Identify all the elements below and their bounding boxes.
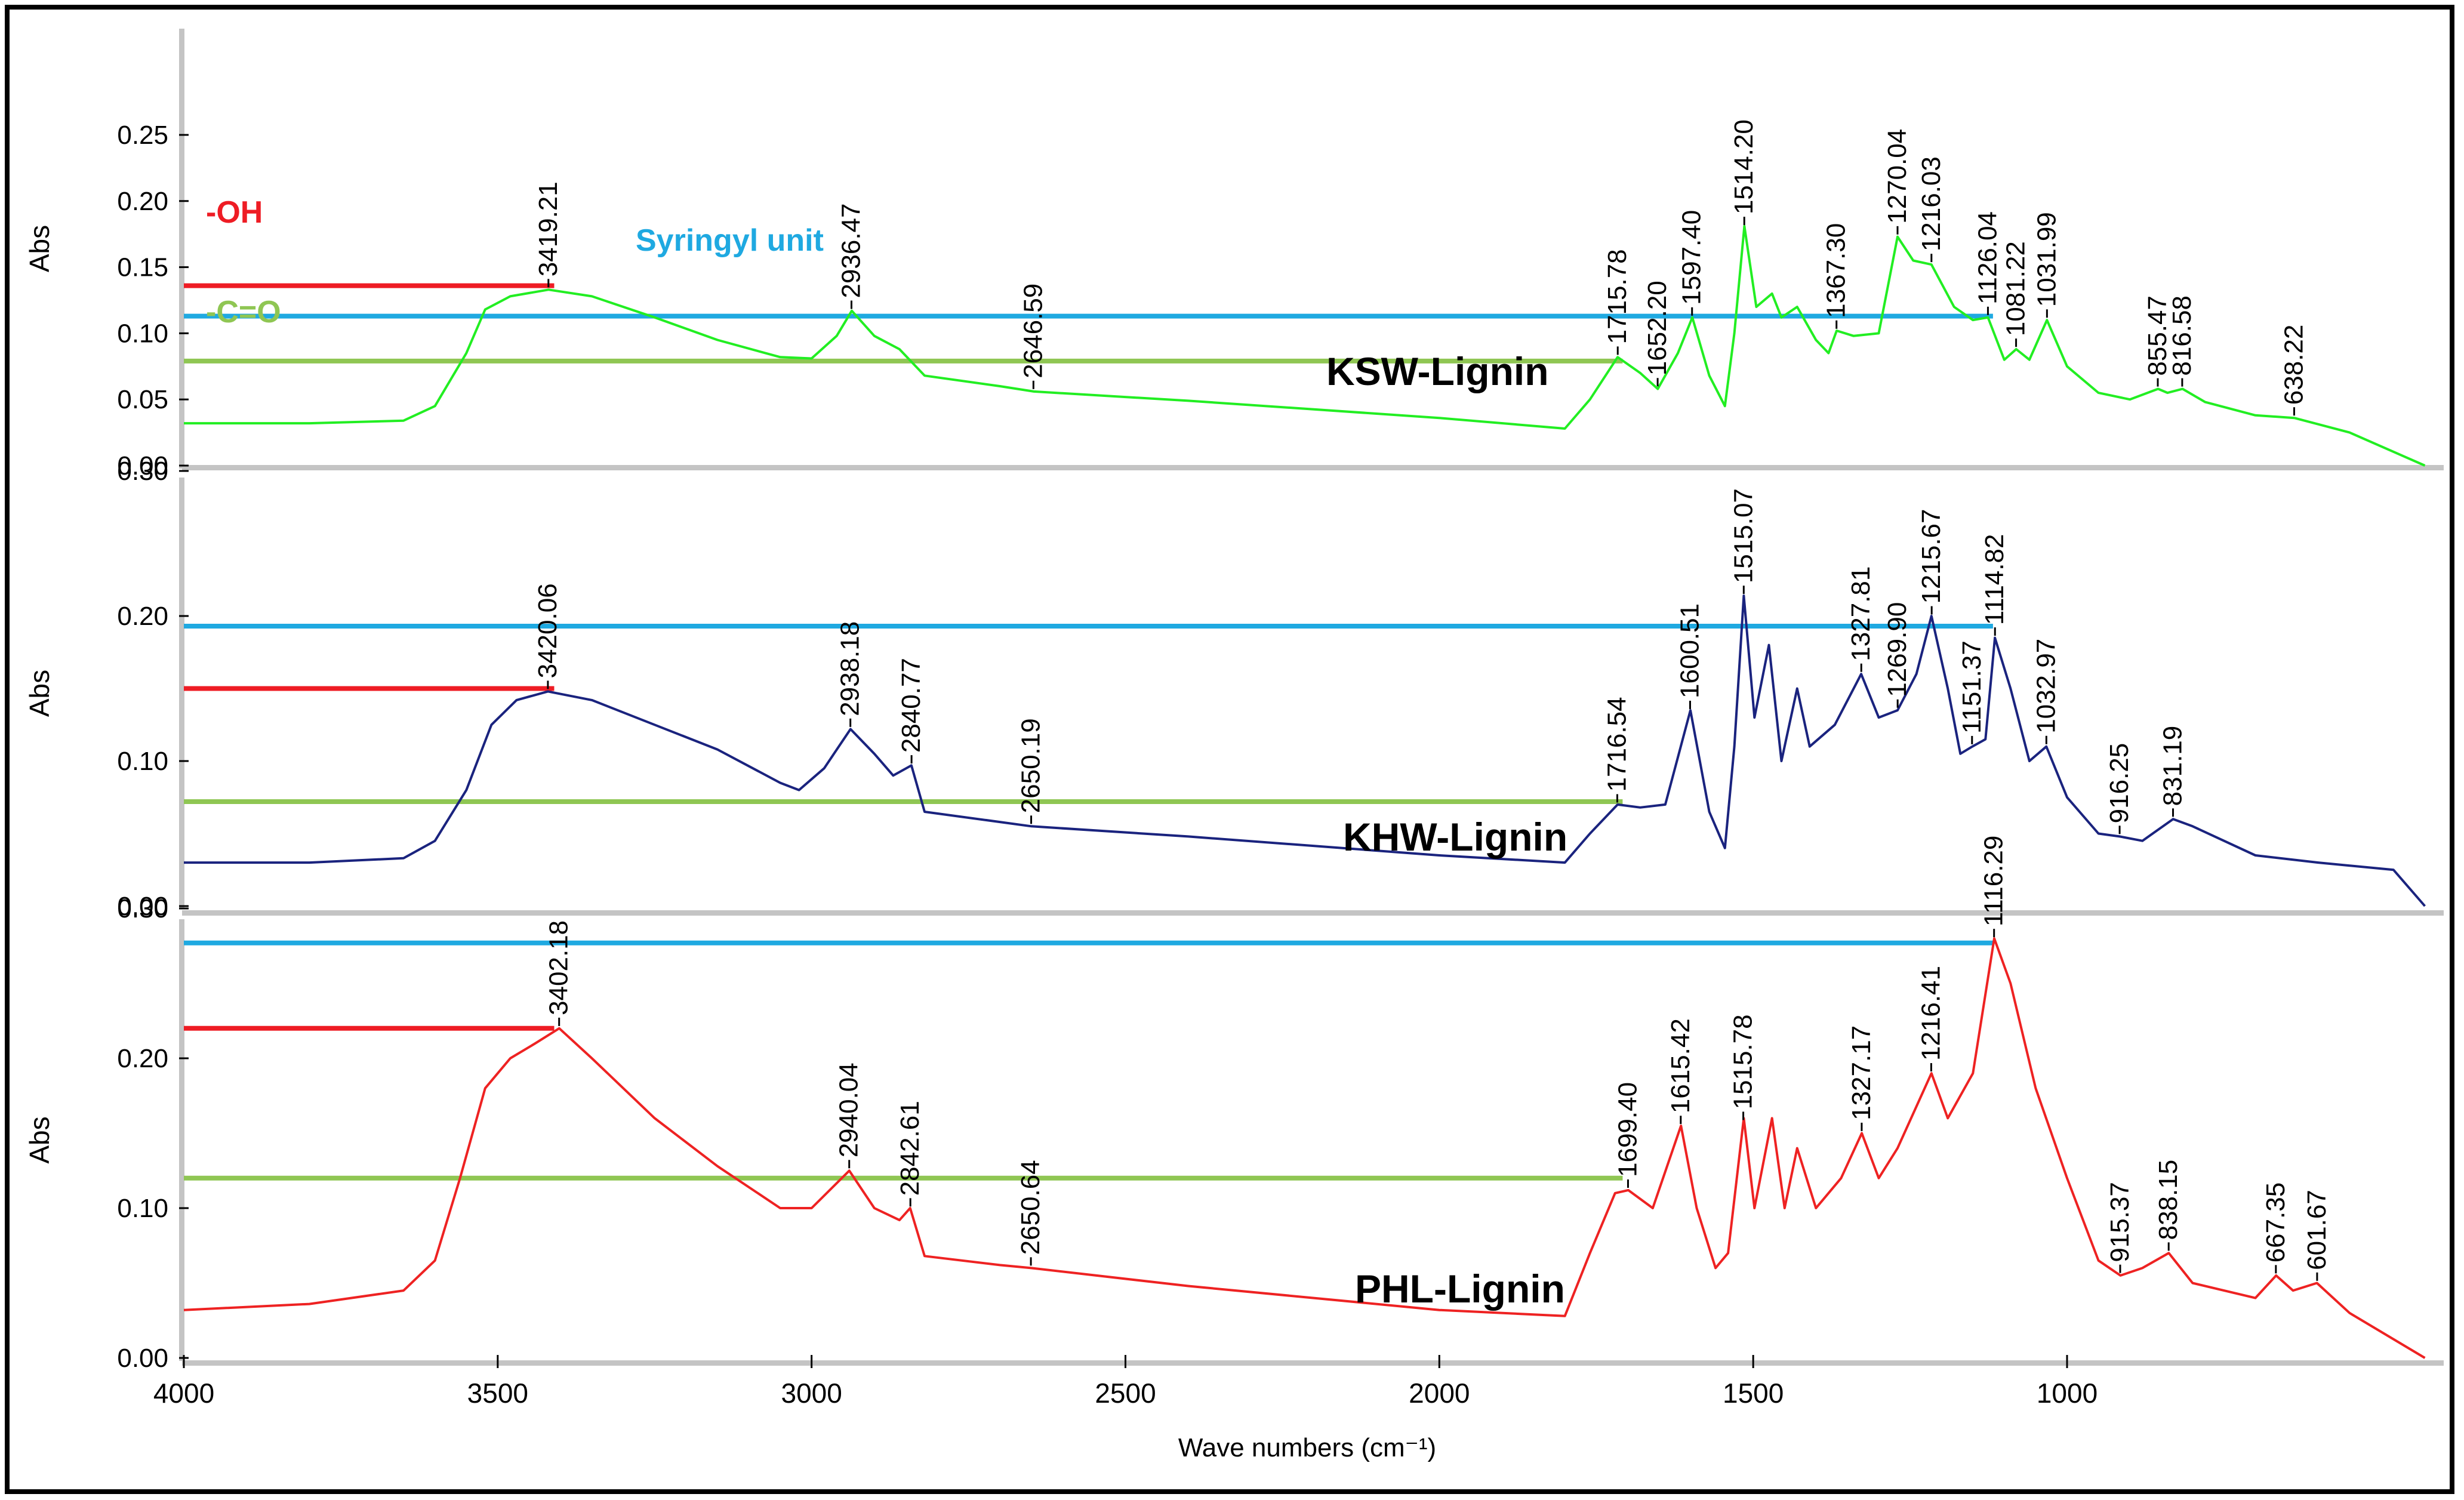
oh-label: -OH xyxy=(206,195,263,230)
peak-label: 1081.22 xyxy=(2001,241,2031,336)
y-tick-label: 0.00 xyxy=(117,892,168,921)
peak-label: 1597.40 xyxy=(1677,210,1707,305)
peak-label: 1327.81 xyxy=(1846,566,1875,661)
y-tick-label: 0.30 xyxy=(117,894,168,923)
peak-label: 1216.03 xyxy=(1917,156,1946,251)
y-tick-label: 0.10 xyxy=(117,747,168,776)
peak-label: 3420.06 xyxy=(533,583,562,678)
y-tick-label: 0.00 xyxy=(117,451,168,481)
peak-label: 1615.42 xyxy=(1666,1018,1695,1113)
x-tick-label: 2000 xyxy=(1409,1378,1470,1409)
y-axis-label: Abs xyxy=(24,225,55,272)
peak-label: 855.47 xyxy=(2143,295,2172,376)
x-tick-label: 4000 xyxy=(153,1378,214,1409)
y-tick-label: 0.20 xyxy=(117,187,168,216)
peak-label: 2650.19 xyxy=(1017,718,1046,813)
peak-label: 2842.61 xyxy=(895,1101,925,1196)
peak-label: 1699.40 xyxy=(1613,1082,1642,1177)
peak-label: 1270.04 xyxy=(1883,129,1912,224)
y-tick-label: 0.05 xyxy=(117,385,168,414)
peak-label: 1126.04 xyxy=(1973,211,2002,304)
peak-label: 2646.59 xyxy=(1018,284,1048,378)
x-tick-label: 3000 xyxy=(781,1378,842,1409)
y-tick-label: 0.15 xyxy=(117,253,168,282)
spectrum-line-PHL-Lignin xyxy=(183,937,2426,1359)
peak-label: 816.58 xyxy=(2167,295,2197,376)
peak-label: 1600.51 xyxy=(1675,603,1704,698)
peak-label: 1116.29 xyxy=(1979,836,2009,927)
peak-label: 2940.04 xyxy=(834,1062,864,1157)
x-axis-line xyxy=(182,1360,2444,1366)
panel-separator xyxy=(182,910,2444,916)
peak-label: 2650.64 xyxy=(1016,1160,1045,1255)
panel-name: PHL-Lignin xyxy=(1355,1267,1565,1311)
peak-label: 638.22 xyxy=(2279,325,2308,405)
peak-label: 1031.99 xyxy=(2032,212,2061,307)
co-label: -C=O xyxy=(206,295,281,329)
peak-label: 2840.77 xyxy=(897,658,926,753)
peak-label: 1114.82 xyxy=(1980,534,2009,626)
spectrum-line-KSW-Lignin xyxy=(184,224,2426,467)
peak-label: 1514.20 xyxy=(1729,119,1758,214)
peak-label: 1515.78 xyxy=(1729,1014,1758,1109)
y-axis-label: Abs xyxy=(24,670,55,717)
peak-label: 3419.21 xyxy=(534,181,563,276)
x-axis-label: Wave numbers (cm⁻¹) xyxy=(1178,1433,1436,1462)
y-tick-label: 0.10 xyxy=(117,319,168,348)
panel-separator xyxy=(182,465,2444,470)
peak-label: 3402.18 xyxy=(544,920,574,1015)
peak-label: 1652.20 xyxy=(1643,281,1672,375)
peak-label: 601.67 xyxy=(2302,1190,2331,1270)
y-axis-line xyxy=(179,478,184,909)
peak-label: 915.37 xyxy=(2105,1182,2135,1262)
x-tick-label: 2500 xyxy=(1095,1378,1156,1409)
peak-label: 1215.67 xyxy=(1917,509,1946,603)
peak-label: 2938.18 xyxy=(836,621,865,716)
y-tick-label: 0.30 xyxy=(117,457,168,486)
peak-label: 1367.30 xyxy=(1822,223,1851,318)
y-tick-label: 0.20 xyxy=(117,1044,168,1073)
x-tick-label: 3500 xyxy=(467,1378,528,1409)
x-tick-label: 1000 xyxy=(2037,1378,2098,1409)
panel-name: KHW-Lignin xyxy=(1343,815,1567,859)
peak-label: 1715.78 xyxy=(1603,249,1632,344)
figure-frame xyxy=(5,5,2454,1494)
peak-label: 2936.47 xyxy=(836,203,866,298)
peak-label: 916.25 xyxy=(2105,743,2134,824)
spectrum-line-KHW-Lignin xyxy=(184,595,2426,907)
peak-label: 1032.97 xyxy=(2031,639,2060,734)
peak-label: 1716.54 xyxy=(1602,697,1631,791)
y-axis-line xyxy=(179,919,184,1361)
peak-label: 667.35 xyxy=(2261,1182,2290,1263)
y-tick-label: 0.00 xyxy=(117,1344,168,1373)
peak-label: 1216.41 xyxy=(1916,966,1945,1061)
y-axis-label: Abs xyxy=(24,1116,55,1163)
peak-label: 838.15 xyxy=(2154,1160,2183,1240)
y-tick-label: 0.10 xyxy=(117,1194,168,1223)
peak-label: 831.19 xyxy=(2158,726,2188,806)
peak-label: 1327.17 xyxy=(1847,1025,1876,1120)
y-axis-line xyxy=(179,29,184,469)
peak-label: 1515.07 xyxy=(1729,488,1758,583)
y-tick-label: 0.20 xyxy=(117,602,168,631)
x-tick-label: 1500 xyxy=(1723,1378,1784,1409)
panel-name: KSW-Lignin xyxy=(1326,349,1549,393)
syringyl-label: Syringyl unit xyxy=(636,223,824,258)
peak-label: 1151.37 xyxy=(1957,640,1986,734)
y-tick-label: 0.25 xyxy=(117,121,168,150)
peak-label: 1269.90 xyxy=(1883,602,1912,697)
